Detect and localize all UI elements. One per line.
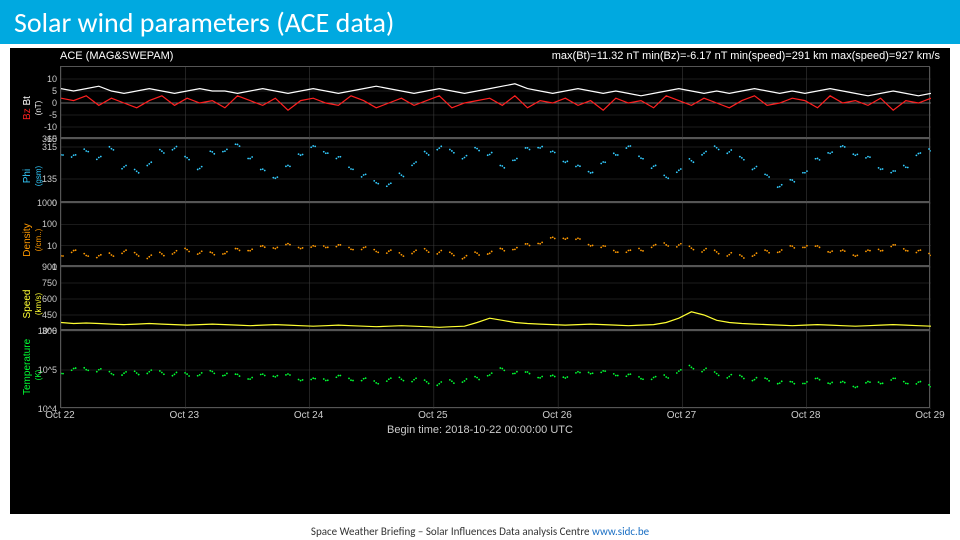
panel-svg-density xyxy=(61,203,931,267)
x-axis-label: Begin time: 2018-10-22 00:00:00 UTC xyxy=(10,424,950,436)
xtick: Oct 29 xyxy=(910,410,950,421)
ytick: 10 xyxy=(29,74,57,84)
xtick: Oct 27 xyxy=(661,410,701,421)
page-title: Solar wind parameters (ACE data) xyxy=(14,5,394,40)
data-source: ACE (MAG&SWEPAM) xyxy=(60,50,173,62)
ytick: 5 xyxy=(29,86,57,96)
ytick: 10 xyxy=(29,241,57,251)
ytick: 10^6 xyxy=(29,326,57,336)
ytick: 135 xyxy=(29,174,57,184)
xtick: Oct 25 xyxy=(413,410,453,421)
panel-bt_bz: Bz Bt(nT)-15-10-50510 xyxy=(60,66,930,138)
xtick: Oct 23 xyxy=(164,410,204,421)
panel-speed: Speed(km/s)300450600750900 xyxy=(60,266,930,330)
panel-svg-phi xyxy=(61,139,931,203)
panel-phi: Phi(gsm)0135315360 xyxy=(60,138,930,202)
ytick: 360 xyxy=(29,134,57,144)
title-bar: Solar wind parameters (ACE data) xyxy=(0,0,960,44)
chart-container: ACE (MAG&SWEPAM) max(Bt)=11.32 nT min(Bz… xyxy=(10,48,950,514)
ytick: 600 xyxy=(29,294,57,304)
xtick: Oct 26 xyxy=(537,410,577,421)
ylabel-temp: Temperature(K) xyxy=(22,355,44,395)
panel-stack: Bz Bt(nT)-15-10-50510Phi(gsm)0135315360D… xyxy=(60,66,930,408)
ytick: -5 xyxy=(29,110,57,120)
header-stats: max(Bt)=11.32 nT min(Bz)=-6.17 nT min(sp… xyxy=(552,50,940,62)
ytick: 10^5 xyxy=(29,365,57,375)
panel-svg-bt_bz xyxy=(61,67,931,139)
ytick: -10 xyxy=(29,122,57,132)
footer-text: Space Weather Briefing – Solar Influence… xyxy=(311,525,592,538)
footer: Space Weather Briefing – Solar Influence… xyxy=(0,525,960,538)
xtick: Oct 28 xyxy=(786,410,826,421)
ytick: 1000 xyxy=(29,198,57,208)
xtick: Oct 22 xyxy=(40,410,80,421)
ytick: 450 xyxy=(29,310,57,320)
panel-temp: Temperature(K)10^410^510^6 xyxy=(60,330,930,408)
chart-header: ACE (MAG&SWEPAM) max(Bt)=11.32 nT min(Bz… xyxy=(60,50,940,62)
ytick: 900 xyxy=(29,262,57,272)
panel-svg-temp xyxy=(61,331,931,409)
ytick: 0 xyxy=(29,98,57,108)
ytick: 750 xyxy=(29,278,57,288)
ytick: 100 xyxy=(29,219,57,229)
panel-svg-speed xyxy=(61,267,931,331)
xtick: Oct 24 xyxy=(289,410,329,421)
footer-link[interactable]: www.sidc.be xyxy=(592,525,649,538)
panel-density: Density(/cm..)1101001000 xyxy=(60,202,930,266)
